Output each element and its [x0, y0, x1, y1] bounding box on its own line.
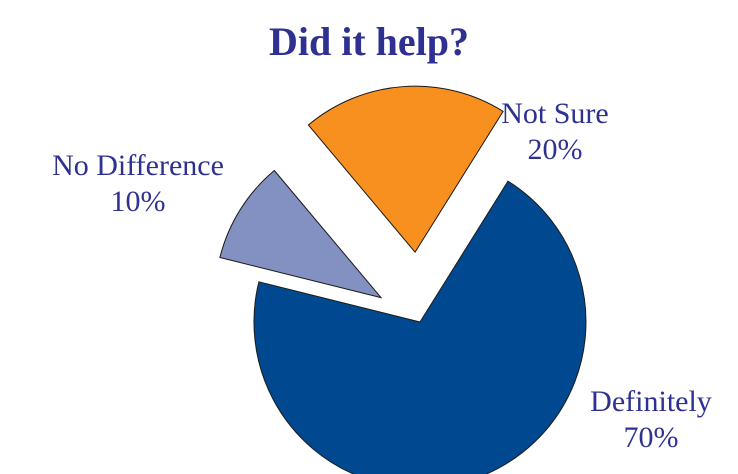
pie-slice-no-difference — [219, 169, 383, 299]
slice-label-text: Definitely — [590, 385, 712, 418]
slice-label-not-sure: Not Sure 20% — [470, 96, 640, 168]
pie-slice-definitely — [253, 180, 587, 474]
pie-slice-not-sure — [307, 85, 504, 254]
slice-percent-text: 70% — [623, 421, 679, 454]
slice-percent-text: 20% — [527, 133, 583, 166]
slice-label-text: Not Sure — [501, 97, 609, 130]
slice-label-no-difference: No Difference 10% — [20, 148, 256, 220]
chart-title: Did it help? — [268, 19, 470, 64]
slice-percent-text: 10% — [110, 185, 166, 218]
slice-label-text: No Difference — [52, 149, 224, 182]
slice-label-definitely: Definitely 70% — [568, 384, 734, 456]
